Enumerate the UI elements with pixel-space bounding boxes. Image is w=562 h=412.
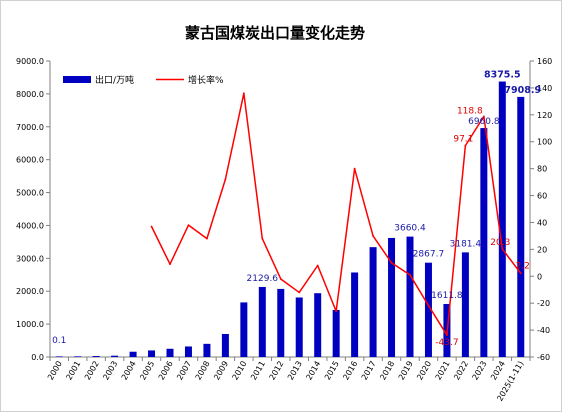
- right-axis-tick-label: 140: [537, 84, 552, 93]
- legend-bar-swatch: [63, 76, 91, 83]
- bar-value-label-2000: 0.1: [52, 336, 66, 346]
- bar-2000: [55, 356, 63, 357]
- bar-2017: [369, 247, 377, 357]
- growth-point-2005: [150, 225, 153, 228]
- growth-point-2009: [224, 178, 227, 181]
- bar-2001: [74, 356, 82, 357]
- right-axis-tick-label: -20: [537, 299, 550, 308]
- growth-point-2024: [501, 248, 504, 250]
- growth-point-2007: [187, 224, 190, 227]
- bar-2023: [480, 128, 488, 357]
- bar-2022: [461, 252, 469, 357]
- left-axis-tick-label: 0.0: [31, 353, 44, 362]
- right-axis-tick-label: 20: [537, 245, 547, 254]
- bar-2008: [203, 343, 211, 357]
- right-axis-tick-label: 0: [537, 272, 542, 281]
- bar-value-label-2019: 3660.4: [394, 224, 426, 234]
- left-axis-tick-label: 8000.0: [16, 90, 44, 99]
- bar-value-label-2021: 1611.8: [431, 291, 463, 301]
- growth-point-2014: [316, 264, 319, 267]
- right-axis-tick-label: 40: [537, 218, 547, 227]
- legend-line-label: 增长率%: [188, 74, 224, 86]
- bar-2002: [92, 356, 100, 357]
- left-axis-tick-label: 4000.0: [16, 221, 44, 230]
- left-axis-tick-label: 3000.0: [16, 254, 44, 263]
- right-axis-tick-label: 60: [537, 192, 547, 201]
- bar-value-label-2023: 6960.8: [468, 117, 500, 127]
- bar-2010: [240, 302, 248, 357]
- line-layer: [150, 92, 522, 336]
- growth-point-2011: [261, 237, 264, 240]
- bar-2013: [295, 297, 303, 357]
- growth-value-label-2021: -43.7: [435, 338, 458, 348]
- growth-value-label-2025(1-11): 2.2: [516, 261, 530, 271]
- bar-2015: [332, 309, 340, 357]
- bar-value-label-2022: 3181.4: [450, 239, 482, 249]
- left-axis-tick-label: 2000.0: [16, 287, 44, 296]
- growth-point-2018: [390, 261, 393, 264]
- right-axis-tick-label: 100: [537, 138, 552, 147]
- right-axis-tick-label: -40: [537, 326, 550, 335]
- growth-point-2025(1-11): [519, 272, 522, 275]
- bar-2005: [148, 350, 156, 357]
- bar-2024: [498, 81, 506, 357]
- growth-point-2016: [353, 167, 356, 170]
- right-axis-tick-label: 120: [537, 111, 552, 120]
- bar-value-label-2024: 8375.5: [484, 70, 521, 81]
- bar-value-label-2020: 2867.7: [413, 250, 445, 260]
- growth-point-2006: [169, 263, 171, 266]
- growth-point-2020: [427, 304, 430, 307]
- growth-value-label-2022: 97.1: [453, 135, 473, 145]
- left-axis-tick-label: 1000.0: [16, 320, 44, 329]
- growth-point-2013: [298, 291, 301, 294]
- growth-point-2012: [279, 278, 282, 280]
- legend-bar-label: 出口/万吨: [95, 74, 134, 86]
- bar-2006: [166, 348, 174, 357]
- left-axis-tick-label: 6000.0: [16, 156, 44, 165]
- bar-value-label-2025(1-11): 7908.9: [504, 85, 541, 96]
- growth-point-2015: [335, 310, 338, 313]
- right-axis-tick-label: 80: [537, 165, 547, 174]
- bar-2009: [221, 333, 229, 357]
- bar-2016: [351, 272, 359, 357]
- bar-2019: [406, 236, 414, 357]
- chart-title: 蒙古国煤炭出口量变化走势: [185, 24, 365, 42]
- growth-point-2023: [482, 115, 485, 118]
- bar-2011: [258, 286, 266, 357]
- bar-2018: [388, 237, 396, 357]
- left-axis-tick-label: 7000.0: [16, 123, 44, 132]
- growth-point-2021: [446, 334, 448, 336]
- bar-2004: [129, 351, 137, 357]
- labels-layer: 0.1 2129.6 3660.4 2867.7 1611.8 3181.4 6960.8 8…: [52, 70, 541, 349]
- growth-point-2017: [372, 235, 374, 237]
- growth-point-2022: [464, 144, 467, 147]
- bar-2020: [424, 262, 432, 357]
- growth-value-label-2023: 118.8: [457, 106, 483, 116]
- bar-2025(1-11): [517, 96, 525, 357]
- bar-2012: [277, 288, 285, 357]
- bar-2014: [314, 293, 322, 357]
- bar-2003: [111, 355, 119, 357]
- left-axis-tick-label: 9000.0: [16, 57, 44, 66]
- bars-layer: [55, 81, 525, 357]
- bar-value-label-2011: 2129.6: [247, 274, 279, 284]
- right-axis-tick-label: 160: [537, 57, 552, 66]
- growth-point-2019: [409, 274, 411, 276]
- left-axis-tick-label: 5000.0: [16, 189, 44, 198]
- right-axis-tick-label: -60: [537, 353, 550, 362]
- bar-2007: [184, 346, 192, 357]
- growth-value-label-2024: 20.3: [490, 238, 510, 248]
- legend: 出口/万吨 增长率%: [63, 74, 224, 86]
- growth-point-2010: [242, 92, 245, 95]
- growth-point-2008: [206, 237, 208, 240]
